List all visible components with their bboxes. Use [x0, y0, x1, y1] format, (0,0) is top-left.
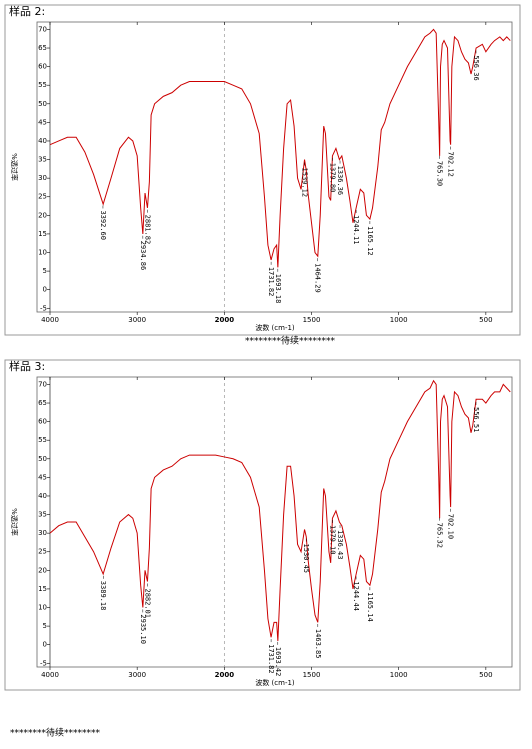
peak-label: 3392.60 — [99, 210, 107, 240]
x-tick-label: 4000 — [41, 671, 59, 679]
peak-label: 1379.80 — [328, 163, 336, 193]
peak-label: 1693.18 — [274, 274, 282, 304]
x-tick-label: 1500 — [303, 671, 321, 679]
spectrum-line — [49, 379, 511, 642]
y-tick-label: 40 — [38, 492, 47, 500]
peak-label: 1463.85 — [314, 629, 322, 659]
y-tick-label: 70 — [38, 25, 47, 33]
panel-frame — [4, 4, 521, 336]
y-tick-label: 25 — [38, 548, 47, 556]
peak-label: 765.30 — [436, 161, 444, 186]
peak-label: 1731.82 — [267, 644, 275, 674]
y-tick-label: 20 — [38, 566, 47, 574]
x-tick-label: 3000 — [128, 316, 146, 324]
peak-label: 765.32 — [436, 523, 444, 548]
x-tick-label: 500 — [479, 671, 492, 679]
y-axis-label: %透过率 — [10, 508, 19, 536]
y-tick-label: 50 — [38, 100, 47, 108]
peak-label: 1464.29 — [314, 263, 322, 293]
peak-label: 556.51 — [472, 407, 480, 432]
peak-label: 1336.36 — [336, 166, 344, 196]
y-tick-label: 65 — [38, 44, 47, 52]
chart-panel: 样品 3: -5 0 5 10 15 20 25 30 35 40 45 50 55 60 65 70 4000 3… — [4, 359, 521, 691]
y-tick-label: 60 — [38, 63, 47, 71]
spectrum-line — [49, 28, 511, 268]
peak-label: 556.36 — [472, 55, 480, 80]
peak-label: 2882.01 — [143, 588, 151, 618]
peak-label: 702.12 — [447, 152, 455, 177]
x-axis-label: 波数 (cm-1) — [255, 323, 295, 332]
y-tick-label: 30 — [38, 529, 47, 537]
y-tick-label: 55 — [38, 436, 47, 444]
peak-label: 2934.86 — [139, 241, 147, 271]
y-tick-label: 35 — [38, 511, 47, 519]
footer: ********待续******** — [10, 727, 101, 739]
peak-label: 3389.18 — [99, 581, 107, 611]
x-tick-label: 3000 — [128, 671, 146, 679]
y-tick-label: -5 — [40, 659, 47, 667]
y-tick-label: 70 — [38, 380, 47, 388]
y-tick-label: 55 — [38, 81, 47, 89]
x-tick-label: 1000 — [390, 316, 408, 324]
peak-label: 1379.10 — [329, 525, 337, 555]
peak-label: 1731.82 — [267, 267, 275, 297]
chart-title: 样品 3: — [9, 359, 45, 373]
x-tick-label: 2000 — [215, 671, 235, 679]
y-tick-label: 45 — [38, 473, 47, 481]
peak-label: 1539.12 — [301, 168, 309, 198]
panel-frame — [4, 359, 521, 691]
y-tick-label: 0 — [43, 641, 47, 649]
y-tick-label: 30 — [38, 174, 47, 182]
x-tick-label: 500 — [479, 316, 492, 324]
y-tick-label: 10 — [38, 249, 47, 257]
y-tick-label: -5 — [40, 304, 47, 312]
y-tick-label: 35 — [38, 156, 47, 164]
y-tick-label: 15 — [38, 230, 47, 238]
plot-frame — [36, 21, 513, 313]
x-tick-label: 4000 — [41, 316, 59, 324]
peak-label: 2935.10 — [139, 614, 147, 644]
y-tick-label: 5 — [43, 622, 47, 630]
chart-panel: 样品 2: -5 0 5 10 15 20 25 30 35 40 45 50 55 60 65 70 4000 3… — [4, 4, 521, 336]
peak-label: 702.10 — [447, 514, 455, 539]
peak-label: 1530.45 — [302, 544, 310, 574]
plot-frame — [36, 376, 513, 668]
y-tick-label: 65 — [38, 399, 47, 407]
y-tick-label: 10 — [38, 604, 47, 612]
x-tick-label: 1500 — [303, 316, 321, 324]
y-tick-label: 40 — [38, 137, 47, 145]
y-tick-label: 60 — [38, 418, 47, 426]
peak-label: 1244.44 — [352, 581, 360, 611]
x-tick-label: 2000 — [215, 316, 235, 324]
y-tick-label: 0 — [43, 286, 47, 294]
y-tick-label: 25 — [38, 193, 47, 201]
y-tick-label: 45 — [38, 118, 47, 126]
footer: ********待续******** — [245, 335, 336, 347]
x-tick-label: 1000 — [390, 671, 408, 679]
y-tick-label: 50 — [38, 455, 47, 463]
y-tick-label: 20 — [38, 211, 47, 219]
y-tick-label: 5 — [43, 267, 47, 275]
y-axis-label: %透过率 — [10, 153, 19, 181]
peak-label: 1165.14 — [366, 592, 374, 622]
peak-label: 1693.42 — [274, 647, 282, 677]
peak-label: 1244.11 — [352, 215, 360, 245]
x-axis-label: 波数 (cm-1) — [255, 678, 295, 687]
peak-label: 2881.82 — [143, 215, 151, 245]
chart-title: 样品 2: — [9, 4, 45, 18]
y-tick-label: 15 — [38, 585, 47, 593]
peak-label: 1336.43 — [336, 530, 344, 560]
peak-label: 1165.12 — [366, 226, 374, 256]
